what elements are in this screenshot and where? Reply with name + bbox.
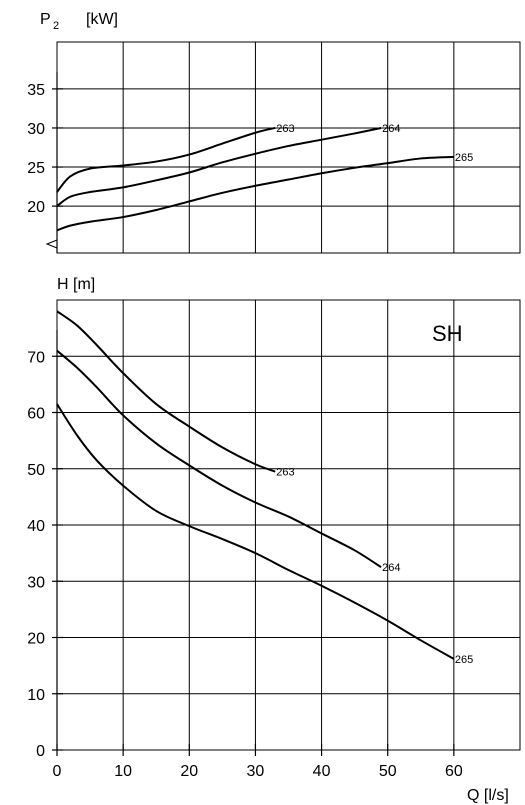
curve-265 — [56, 155, 454, 232]
curve-264 — [56, 349, 382, 569]
y-tick-label: 25 — [27, 160, 45, 177]
y-tick-label: 20 — [27, 199, 45, 216]
curve-label-264: 264 — [382, 123, 400, 135]
curve-label-265: 265 — [455, 654, 473, 666]
x-axis-title-flow: Q [l/s] — [467, 787, 509, 804]
y-tick-label: 0 — [36, 743, 45, 760]
y-tick-label: 50 — [27, 462, 45, 479]
x-tick-label: 0 — [53, 763, 62, 780]
y-axis-title-head: H [m] — [57, 276, 95, 293]
model-tag: SH — [432, 321, 463, 346]
x-tick-label: 20 — [180, 763, 198, 780]
curve-263 — [56, 126, 276, 193]
y-axis-title-subscript: 2 — [53, 20, 59, 32]
y-tick-label: 70 — [27, 349, 45, 366]
y-tick-label: 30 — [27, 574, 45, 591]
x-tick-label: 10 — [114, 763, 132, 780]
y-axis-title-unit: [kW] — [86, 11, 118, 28]
curve-label-263: 263 — [276, 123, 294, 135]
x-tick-label: 30 — [247, 763, 265, 780]
y-tick-label: 10 — [27, 687, 45, 704]
x-tick-label: 40 — [313, 763, 331, 780]
curve-label-263: 263 — [276, 467, 294, 479]
x-tick-label: 50 — [379, 763, 397, 780]
curve-264 — [56, 126, 382, 207]
curve-265 — [56, 403, 455, 660]
y-tick-label: 40 — [27, 518, 45, 535]
y-tick-label: 35 — [27, 82, 45, 99]
curve-label-265: 265 — [455, 152, 473, 164]
curve-label-264: 264 — [382, 562, 400, 574]
axis-break-marker — [45, 239, 58, 249]
panel-frame — [56, 41, 521, 254]
y-tick-label: 60 — [27, 406, 45, 423]
y-tick-label: 20 — [27, 631, 45, 648]
x-tick-label: 60 — [445, 763, 463, 780]
curve-263 — [56, 310, 276, 473]
y-tick-label: 30 — [27, 121, 45, 138]
y-axis-title-power: P — [40, 11, 51, 28]
